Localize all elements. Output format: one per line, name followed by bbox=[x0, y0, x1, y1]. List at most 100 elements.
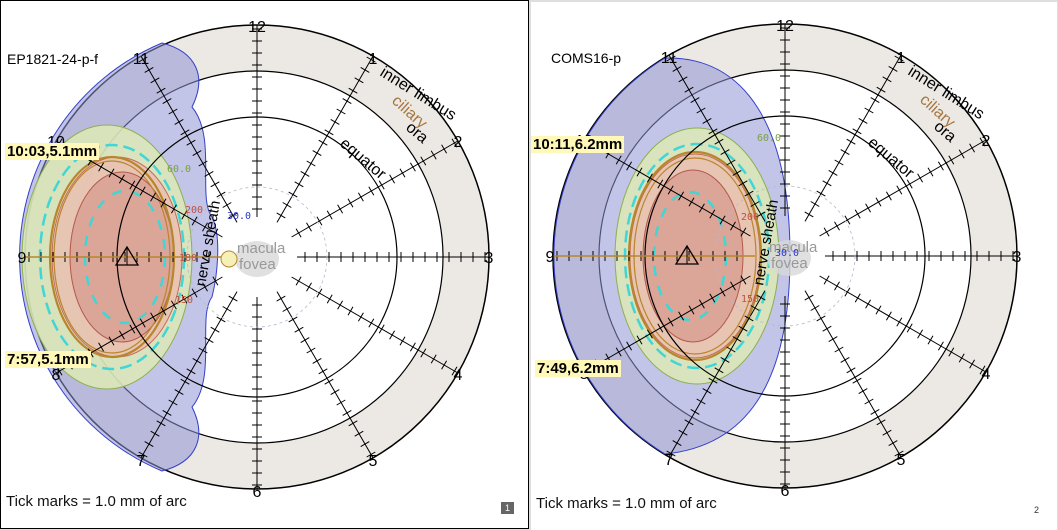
tick-mark bbox=[186, 139, 196, 146]
tick-mark bbox=[709, 209, 716, 219]
tick-mark bbox=[896, 185, 903, 195]
contour-label-180: 180 bbox=[179, 253, 197, 264]
tick-mark bbox=[118, 174, 125, 184]
tick-mark bbox=[948, 155, 955, 165]
tick-mark bbox=[451, 138, 458, 148]
tick-mark bbox=[615, 155, 622, 165]
hour-6: 6 bbox=[781, 483, 790, 500]
tick-mark bbox=[822, 180, 832, 187]
tick-mark bbox=[326, 294, 333, 304]
tick-mark bbox=[876, 419, 886, 426]
tick-mark bbox=[828, 336, 838, 343]
hour-11: 11 bbox=[133, 51, 150, 68]
margin-lower-label: 7:57,5.1mm bbox=[5, 351, 91, 368]
tick-mark bbox=[300, 170, 310, 177]
tick-mark bbox=[181, 210, 188, 220]
tick-mark bbox=[347, 306, 354, 316]
hour-4: 4 bbox=[454, 367, 463, 384]
tick-mark bbox=[744, 315, 754, 322]
tick-mark bbox=[451, 366, 458, 376]
tick-mark bbox=[844, 215, 851, 225]
tick-mark bbox=[430, 150, 437, 160]
tick-mark bbox=[822, 325, 832, 332]
tick-mark bbox=[441, 144, 448, 154]
inner-dashed-circle bbox=[714, 185, 856, 327]
tick-mark bbox=[192, 357, 202, 364]
tick-mark bbox=[626, 161, 633, 171]
tick-mark bbox=[294, 326, 304, 333]
tick-mark bbox=[834, 281, 840, 291]
contour-label-150: 150 bbox=[175, 295, 193, 306]
tick-mark bbox=[870, 97, 880, 104]
tick-mark bbox=[212, 276, 219, 286]
tick-mark bbox=[202, 222, 208, 232]
tick-mark bbox=[312, 357, 322, 364]
tick-mark bbox=[318, 139, 328, 146]
tick-mark bbox=[816, 315, 826, 322]
tick-mark bbox=[864, 107, 874, 114]
contour-label-60: 60.0 bbox=[757, 133, 781, 144]
tick-mark bbox=[720, 356, 730, 363]
tick-mark bbox=[666, 450, 676, 457]
tick-mark bbox=[702, 117, 712, 124]
tick-mark bbox=[646, 173, 653, 183]
tick-mark bbox=[948, 347, 955, 357]
tick-mark bbox=[672, 440, 682, 447]
tick-mark bbox=[210, 181, 220, 188]
tick-mark bbox=[150, 77, 160, 84]
tick-mark bbox=[288, 316, 298, 323]
tick-mark bbox=[738, 325, 748, 332]
macula-spot bbox=[767, 240, 811, 276]
tick-mark bbox=[198, 347, 208, 354]
tick-mark bbox=[168, 108, 178, 115]
tick-mark bbox=[198, 160, 208, 167]
fundus-map-panel-2[interactable]: 12 1 2 3 4 5 6 7 8 9 10 11 inner limbus … bbox=[531, 2, 1057, 530]
tick-mark bbox=[870, 408, 880, 415]
hour-2: 2 bbox=[982, 133, 991, 150]
tick-mark bbox=[138, 56, 148, 63]
tick-mark bbox=[324, 129, 334, 136]
tick-mark bbox=[378, 180, 385, 190]
tick-mark bbox=[368, 186, 375, 196]
tick-mark bbox=[865, 203, 872, 213]
tick-mark bbox=[347, 198, 354, 208]
tick-mark bbox=[354, 430, 364, 437]
tick-mark bbox=[150, 430, 160, 437]
tick-mark bbox=[720, 149, 730, 156]
tick-mark bbox=[186, 368, 196, 375]
page-number-badge[interactable]: 2 bbox=[1029, 504, 1043, 516]
tick-mark bbox=[216, 191, 226, 198]
page-number-badge[interactable]: 1 bbox=[500, 502, 514, 514]
tick-mark bbox=[834, 159, 844, 166]
tick-mark bbox=[917, 329, 924, 339]
macula-spot bbox=[235, 241, 279, 277]
contour-label-200: 200 bbox=[741, 212, 759, 223]
tick-mark bbox=[840, 149, 850, 156]
hour-7: 7 bbox=[665, 452, 674, 469]
fundus-diagram-2: 12 1 2 3 4 5 6 7 8 9 10 11 inner limbus … bbox=[546, 18, 1022, 500]
tick-mark bbox=[378, 324, 385, 334]
tick-mark bbox=[756, 211, 766, 218]
tick-mark bbox=[888, 65, 898, 72]
tick-mark bbox=[666, 55, 676, 62]
tick-mark bbox=[276, 295, 286, 302]
hour-5: 5 bbox=[897, 452, 906, 469]
tick-mark bbox=[846, 367, 856, 374]
tick-mark bbox=[330, 389, 340, 396]
tick-mark bbox=[667, 185, 674, 195]
tick-mark bbox=[834, 221, 840, 231]
tick-mark bbox=[191, 216, 198, 226]
hour-12: 12 bbox=[776, 18, 794, 35]
tick-mark bbox=[212, 228, 219, 238]
tick-mark bbox=[368, 318, 375, 328]
tick-mark bbox=[969, 359, 976, 369]
tick-mark bbox=[312, 150, 322, 157]
tick-mark bbox=[979, 365, 986, 375]
tick-mark bbox=[657, 179, 664, 189]
tick-mark bbox=[342, 409, 352, 416]
macula-label: macula bbox=[237, 240, 286, 257]
tick-mark bbox=[138, 451, 148, 458]
fundus-map-panel-1[interactable]: 12 1 2 3 4 5 6 7 8 9 10 11 inner limbus … bbox=[0, 0, 529, 529]
tick-mark bbox=[139, 318, 146, 328]
tick-mark bbox=[696, 398, 706, 405]
